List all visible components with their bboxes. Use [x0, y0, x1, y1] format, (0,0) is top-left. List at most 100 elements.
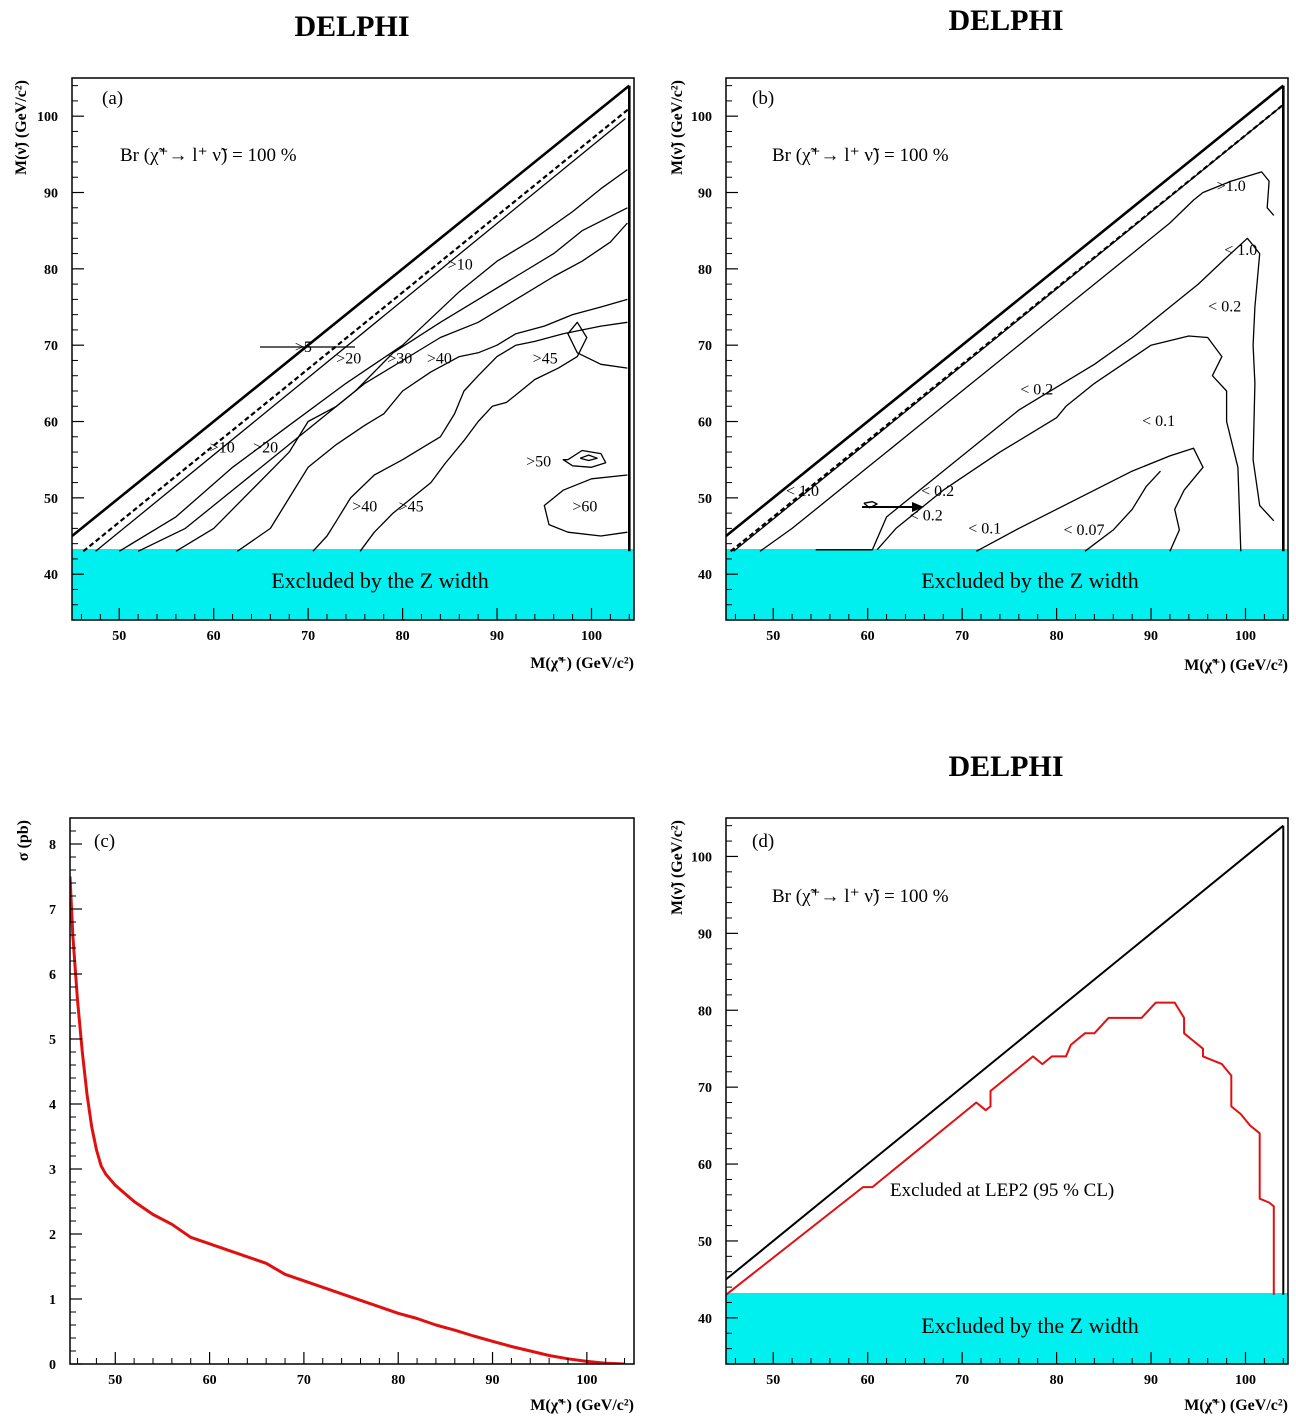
panel-b-band [726, 549, 1288, 620]
panel-b-xtick-label: 80 [1050, 629, 1064, 644]
panel-b-tag: (b) [752, 88, 774, 109]
panel-a-contour-label: >30 [387, 350, 412, 367]
panel-d-xtick-label: 100 [1235, 1373, 1256, 1388]
panel-c-ytick-label: 0 [49, 1358, 56, 1373]
panel-a-curve-c10 [118, 169, 628, 552]
panel-d-band-label: Excluded by the Z width [921, 1313, 1139, 1338]
panel-c-tag: (c) [94, 831, 115, 852]
panel-a-curve-c5 [95, 117, 626, 552]
panel-b-xtick-label: 60 [861, 629, 875, 644]
panel-a-frame [71, 77, 635, 621]
panel-d-ytick-label: 70 [698, 1081, 712, 1096]
panel-b-curve-c02 [815, 237, 1275, 551]
panel-a-contour-label: >20 [336, 350, 361, 367]
panel-a-curve-c40 [236, 298, 628, 552]
panel-d-xlabel: M(χ̃⁺) (GeV/c²) [1184, 1397, 1288, 1414]
panel-b-contour-label: < 1.0 [1224, 242, 1257, 259]
panel-b-contour-label: < 0.2 [921, 483, 954, 500]
panel-c-xlabel: M(χ̃⁺) (GeV/c²) [530, 1397, 634, 1414]
panel-b-curve-c1b [759, 171, 1275, 552]
panel-d-xtick-label: 70 [955, 1373, 969, 1388]
panel-d-xtick-label: 60 [861, 1373, 875, 1388]
panel-b-contour-label: < 0.2 [910, 508, 943, 525]
panel-a-ytick-label: 60 [44, 416, 58, 431]
panel-b-arrow [862, 502, 924, 512]
panel-b-curve-c1a [733, 104, 1284, 552]
panel-d-region-label: Excluded at LEP2 (95 % CL) [890, 1180, 1114, 1201]
panel-d-band [726, 1293, 1288, 1364]
panel-d-ytick-label: 80 [698, 1004, 712, 1019]
panel-a-contour-label: >10 [210, 440, 235, 457]
panel-a-band [72, 549, 634, 620]
panel-d-curves [726, 824, 1285, 1296]
panel-d-frame [725, 817, 1289, 1365]
panel-c-ytick-label: 8 [49, 838, 56, 853]
panel-b-contour-label: < 0.2 [1020, 382, 1053, 399]
panel-a-xtick-label: 60 [207, 629, 221, 644]
panel-a-ytick-label: 80 [44, 263, 58, 278]
panel-c-ytick-label: 4 [49, 1098, 56, 1113]
panel-d-tag: (d) [752, 831, 774, 852]
panel-a-tag: (a) [102, 88, 123, 109]
panel-d-title: DELPHI [948, 750, 1063, 783]
panel-b-xtick-label: 90 [1144, 629, 1158, 644]
panel-a-contour-label: >20 [253, 440, 278, 457]
panel-b-contour-label: >1.0 [1217, 178, 1246, 195]
panel-a-band-label: Excluded by the Z width [271, 568, 489, 593]
panel-d-annotation: Br (χ̃⁺→ l⁺ ν̃) = 100 % [772, 886, 949, 907]
panel-a-curve-c60b [579, 454, 598, 462]
panel-d-ticks: 50 60 70 80 90 100 40 50 60 70 80 90 100 [691, 825, 1284, 1388]
panel-a-ticks: 50 60 70 80 90 100 40 50 60 70 80 90 100 [37, 85, 630, 644]
panel-b-ytick-label: 40 [698, 568, 712, 583]
panel-b-ytick-label: 50 [698, 492, 712, 507]
panel-b-ytick-label: 100 [691, 110, 712, 125]
panel-a-xlabel: M(χ̃⁺) (GeV/c²) [530, 655, 634, 672]
panel-d-xtick-label: 80 [1050, 1373, 1064, 1388]
panel-a-contour-label: >10 [448, 256, 473, 273]
panel-a-title: DELPHI [294, 10, 409, 43]
panel-a-contour-label: >45 [533, 350, 558, 367]
panel-a-curve-c20 [137, 207, 628, 552]
panel-d-ytick-label: 50 [698, 1235, 712, 1250]
panel-a-curve-boundary-dashed [82, 107, 630, 553]
panel-d-curve-exclusion [726, 1001, 1275, 1296]
panel-b-xtick-label: 50 [766, 629, 780, 644]
panel-a-annotation: Br (χ̃⁺→ l⁺ ν̃) = 100 % [120, 145, 297, 166]
panel-a-curve-c60c [543, 474, 628, 537]
panel-a-ytick-label: 70 [44, 339, 58, 354]
panel-c: (c) 50 60 70 80 90 100 0 1 2 3 4 5 6 7 8 M(χ̃⁺) (GeV/c… [15, 817, 635, 1414]
panel-a-xtick-label: 70 [301, 629, 315, 644]
panel-b-curve-c01 [975, 447, 1204, 552]
panel-d-ytick-label: 40 [698, 1312, 712, 1327]
panel-b-frame [725, 77, 1289, 621]
panel-a-curve-boundary [72, 84, 631, 538]
panel-a-ylabel: M(ν̃) (GeV/c²) [13, 80, 30, 175]
panel-a-contour-label: >60 [572, 498, 597, 515]
panel-b-ytick-label: 60 [698, 416, 712, 431]
panel-b: DELPHI Excluded by the Z width >1.0 < 1.0… [669, 4, 1289, 674]
panel-b-contour-labels: >1.0 < 1.0 < 0.2 < 0.2 < 0.1 < 0.2 < 1.0 < 0.2 <… [786, 178, 1257, 539]
panel-b-ytick-label: 90 [698, 187, 712, 202]
panel-b-xtick-label: 100 [1235, 629, 1256, 644]
panel-a-curve-c45 [312, 321, 628, 552]
panel-c-xtick-label: 80 [391, 1373, 405, 1388]
panel-a-xtick-label: 100 [581, 629, 602, 644]
panel-a-curve-c60a [562, 449, 607, 468]
panel-a-contour-label: >40 [352, 498, 377, 515]
panel-d: DELPHI Excluded by the Z width Excluded … [669, 750, 1289, 1414]
panel-c-curves [70, 876, 625, 1364]
panel-b-band-label: Excluded by the Z width [921, 568, 1139, 593]
panel-b-annotation: Br (χ̃⁺→ l⁺ ν̃) = 100 % [772, 145, 949, 166]
panel-a-contour-labels: >5 >10 >20 >30 >40 >45 >10 >20 >50 >40 >45 >60 [210, 256, 598, 515]
panel-a-ytick-label: 90 [44, 187, 58, 202]
panel-b-ytick-label: 80 [698, 263, 712, 278]
panel-d-ytick-label: 100 [691, 850, 712, 865]
panel-b-contour-label: < 0.2 [1208, 298, 1241, 315]
panel-c-xtick-label: 100 [576, 1373, 597, 1388]
panel-c-xtick-label: 70 [297, 1373, 311, 1388]
panel-a-xtick-label: 90 [490, 629, 504, 644]
panel-b-title: DELPHI [948, 4, 1063, 37]
panel-c-ytick-label: 2 [49, 1228, 56, 1243]
panel-b-contour-label: < 1.0 [786, 483, 819, 500]
panel-a-curves [72, 84, 631, 553]
